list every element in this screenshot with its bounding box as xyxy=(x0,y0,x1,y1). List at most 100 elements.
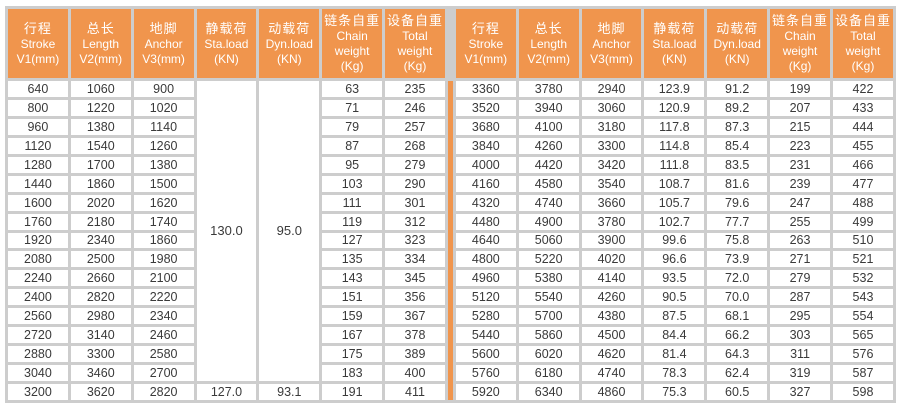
cell-right-anchor: 3420 xyxy=(581,156,642,173)
cell-left-anchor: 1500 xyxy=(133,175,194,192)
header-zh-label: 总长 xyxy=(534,20,563,36)
header-en-line: Sta.load xyxy=(204,36,249,51)
cell-right-dyn-load: 77.7 xyxy=(707,213,768,230)
cell-left-anchor: 2580 xyxy=(133,346,194,363)
cell-right-dyn-load: 89.2 xyxy=(707,99,768,116)
cell-left-length: 1380 xyxy=(70,118,131,135)
cell-left-chain-weight: 79 xyxy=(322,118,383,135)
table-row: 3200 3620 2820 127.0 93.1 191 411 5920 6340 4860 7… xyxy=(8,384,893,400)
header-zh-label: 静载荷 xyxy=(653,20,696,36)
header-en-line: weight xyxy=(845,44,881,58)
header-zh-label: 地脚 xyxy=(597,20,626,36)
header-zh-label: 动载荷 xyxy=(268,20,311,36)
cell-left-sta-load: 127.0 xyxy=(196,384,257,400)
cell-right-dyn-load: 75.8 xyxy=(707,232,768,249)
cell-left-anchor: 1740 xyxy=(133,213,194,230)
col-header-right-chain-weight: 链条自重 Chain weight (Kg) xyxy=(770,9,830,78)
cell-left-total-weight: 301 xyxy=(385,194,445,211)
cell-right-chain-weight: 295 xyxy=(770,308,830,325)
header-en-line: (KN) xyxy=(276,51,302,66)
cell-right-sta-load: 78.3 xyxy=(644,365,705,381)
cell-right-total-weight: 499 xyxy=(832,213,893,230)
cell-left-anchor: 2460 xyxy=(133,327,194,344)
cell-left-length: 2820 xyxy=(70,289,131,306)
cell-right-total-weight: 422 xyxy=(832,81,893,97)
header-en-line: (KN) xyxy=(724,51,750,66)
cell-left-total-weight: 323 xyxy=(385,232,445,249)
cell-left-anchor: 2100 xyxy=(133,270,194,287)
header-en-line: Total xyxy=(402,29,428,43)
cell-left-total-weight: 411 xyxy=(385,384,445,400)
table-row: 2240 2660 2100 143 345 4960 5380 4140 93.5 72.0 27… xyxy=(8,270,893,287)
header-en-line: Chain xyxy=(784,29,816,43)
cell-left-chain-weight: 111 xyxy=(322,194,383,211)
cell-left-total-weight: 345 xyxy=(385,270,445,287)
cell-right-dyn-load: 81.6 xyxy=(707,175,768,192)
cell-right-anchor: 3060 xyxy=(581,99,642,116)
header-en-line: V3(mm) xyxy=(590,51,633,66)
cell-right-stroke: 4960 xyxy=(455,270,516,287)
cell-left-length: 2500 xyxy=(70,251,131,268)
cell-left-total-weight: 268 xyxy=(385,137,445,154)
cell-right-chain-weight: 207 xyxy=(770,99,830,116)
cell-left-stroke: 3040 xyxy=(8,365,68,381)
cell-left-stroke: 1600 xyxy=(8,194,68,211)
cell-left-length: 2980 xyxy=(70,308,131,325)
cell-left-stroke: 2560 xyxy=(8,308,68,325)
cell-left-total-weight: 257 xyxy=(385,118,445,135)
table-row: 2080 2500 1980 135 334 4800 5220 4020 96.6 73.9 27… xyxy=(8,251,893,268)
cell-left-anchor: 1260 xyxy=(133,137,194,154)
cell-left-total-weight: 246 xyxy=(385,99,445,116)
cell-left-length: 3300 xyxy=(70,346,131,363)
col-header-left-anchor: 地脚 Anchor V3(mm) xyxy=(133,9,194,78)
cell-right-anchor: 4260 xyxy=(581,289,642,306)
cell-left-stroke: 2400 xyxy=(8,289,68,306)
cell-left-anchor: 1980 xyxy=(133,251,194,268)
cell-left-total-weight: 356 xyxy=(385,289,445,306)
cell-right-anchor: 3180 xyxy=(581,118,642,135)
cell-right-length: 3780 xyxy=(518,81,579,97)
cell-right-dyn-load: 91.2 xyxy=(707,81,768,97)
cell-left-anchor: 2700 xyxy=(133,365,194,381)
cell-left-length: 2180 xyxy=(70,213,131,230)
cell-right-total-weight: 510 xyxy=(832,232,893,249)
cell-left-anchor: 2820 xyxy=(133,384,194,400)
header-en-line: Sta.load xyxy=(652,36,697,51)
cell-right-sta-load: 105.7 xyxy=(644,194,705,211)
cell-right-anchor: 4620 xyxy=(581,346,642,363)
cell-left-anchor: 1140 xyxy=(133,118,194,135)
cell-right-anchor: 4500 xyxy=(581,327,642,344)
cell-left-chain-weight: 159 xyxy=(322,308,383,325)
header-en-line: (Kg) xyxy=(851,59,875,73)
cell-right-dyn-load: 66.2 xyxy=(707,327,768,344)
table-row: 2720 3140 2460 167 378 5440 5860 4500 84.4 66.2 30… xyxy=(8,327,893,344)
cell-left-stroke: 2080 xyxy=(8,251,68,268)
cell-right-anchor: 3660 xyxy=(581,194,642,211)
load-spec-table: 行程 Stroke V1(mm) 总长 Length V2(mm) 地脚 Anchor V3(m… xyxy=(5,6,896,403)
table-row: 1440 1860 1500 103 290 4160 4580 3540 108.7 81.6 2… xyxy=(8,175,893,192)
cell-right-chain-weight: 287 xyxy=(770,289,830,306)
cell-left-anchor: 2220 xyxy=(133,289,194,306)
cell-right-chain-weight: 263 xyxy=(770,232,830,249)
col-header-left-sta-load: 静载荷 Sta.load (KN) xyxy=(196,9,257,78)
cell-right-length: 4740 xyxy=(518,194,579,211)
cell-right-chain-weight: 279 xyxy=(770,270,830,287)
table-row: 2400 2820 2220 151 356 5120 5540 4260 90.5 70.0 28… xyxy=(8,289,893,306)
cell-right-chain-weight: 247 xyxy=(770,194,830,211)
cell-right-sta-load: 87.5 xyxy=(644,308,705,325)
header-en-line: Stroke xyxy=(468,36,504,51)
cell-left-total-weight: 400 xyxy=(385,365,445,381)
cell-left-chain-weight: 151 xyxy=(322,289,383,306)
cell-right-sta-load: 111.8 xyxy=(644,156,705,173)
cell-right-chain-weight: 231 xyxy=(770,156,830,173)
cell-left-chain-weight: 95 xyxy=(322,156,383,173)
cell-right-chain-weight: 199 xyxy=(770,81,830,97)
cell-left-chain-weight: 143 xyxy=(322,270,383,287)
col-header-right-length: 总长 Length V2(mm) xyxy=(518,9,579,78)
cell-left-anchor: 900 xyxy=(133,81,194,97)
cell-left-length: 1540 xyxy=(70,137,131,154)
cell-right-total-weight: 444 xyxy=(832,118,893,135)
cell-left-anchor: 1020 xyxy=(133,99,194,116)
cell-left-stroke: 1120 xyxy=(8,137,68,154)
table-body: 640 1060 900 130.0 95.0 63 235 3360 3780 2940 123.… xyxy=(8,81,893,400)
